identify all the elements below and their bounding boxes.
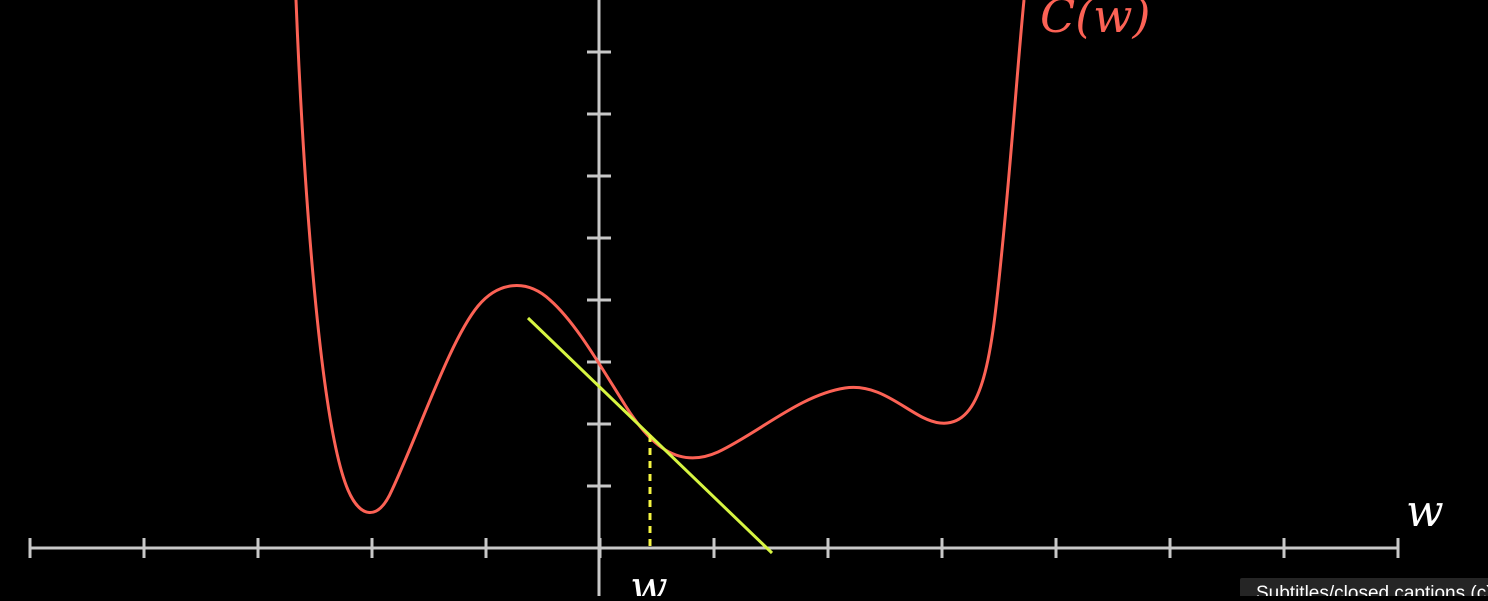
curve-label: C(w) — [1040, 0, 1150, 43]
w-point-label: w — [630, 562, 668, 596]
captions-tooltip: Subtitles/closed captions (c) — [1240, 578, 1488, 596]
x-axis-ticks — [28, 538, 1400, 558]
cost-curve — [294, 0, 1026, 514]
x-axis-label: w — [1406, 486, 1444, 537]
captions-tooltip-text: Subtitles/closed captions (c) — [1256, 583, 1488, 596]
